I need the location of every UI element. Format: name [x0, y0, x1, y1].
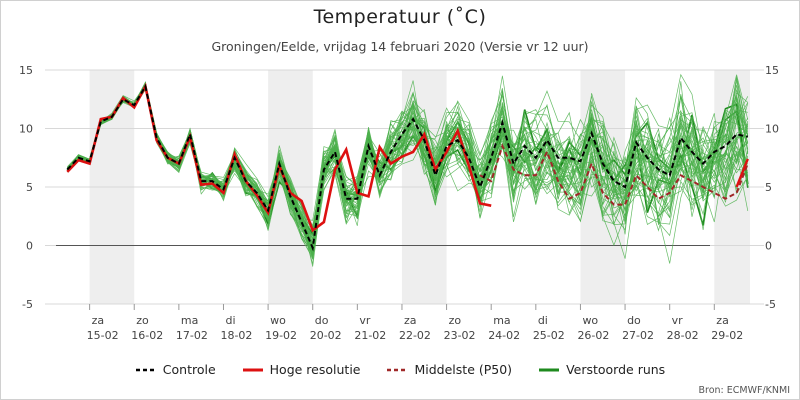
y-tick-label-right: 10 — [765, 123, 779, 136]
x-tick-date: 23-02 — [444, 329, 476, 342]
y-tick-label-left: 15 — [19, 64, 33, 77]
main-series — [66, 82, 749, 252]
x-tick-date: 29-02 — [711, 329, 743, 342]
x-tick-date: 26-02 — [577, 329, 609, 342]
chart-subtitle: Groningen/Eelde, vrijdag 14 februari 202… — [211, 39, 589, 54]
verstoorde-run-line — [67, 85, 749, 248]
x-tick-day: vr — [672, 314, 684, 327]
legend-item-verstoorde[interactable]: Verstoorde runs — [538, 362, 665, 377]
x-tick-day: vr — [359, 314, 371, 327]
y-tick-label-left: 0 — [26, 240, 33, 253]
x-tick-day: ma — [181, 314, 198, 327]
x-tick-day: di — [225, 314, 235, 327]
legend: Controle Hoge resolutie Middelste (P50) … — [0, 362, 800, 377]
x-tick-day: za — [92, 314, 105, 327]
y-tick-label-right: 15 — [765, 64, 779, 77]
hoge-resolutie-tail-line — [735, 158, 749, 188]
middelste-p50-line — [479, 143, 749, 206]
chart-title: Temperatuur (˚C) — [313, 6, 487, 28]
x-tick-date: 25-02 — [533, 329, 565, 342]
x-tick-day: zo — [449, 314, 462, 327]
x-tick-date: 21-02 — [354, 329, 386, 342]
x-tick-date: 18-02 — [220, 329, 252, 342]
y-tick-label-right: 0 — [765, 240, 772, 253]
source-credit: Bron: ECMWF/KNMI — [698, 385, 791, 396]
x-tick-date: 20-02 — [310, 329, 342, 342]
x-tick-date: 27-02 — [622, 329, 654, 342]
legend-label-verstoorde: Verstoorde runs — [566, 362, 666, 377]
axis-labels: -5 -5 0 0 5 5 10 10 15 15 za 15-02 zo 16-02 ma 17-02 di 1… — [19, 64, 779, 342]
x-tick-day: do — [627, 314, 641, 327]
legend-item-middelste[interactable]: Middelste (P50) — [386, 362, 512, 377]
legend-item-controle[interactable]: Controle — [135, 362, 216, 377]
x-tick-date: 19-02 — [265, 329, 297, 342]
x-tick-date: 15-02 — [87, 329, 119, 342]
verstoorde-run-line — [67, 82, 749, 257]
x-tick-day: do — [315, 314, 329, 327]
x-tick-date: 28-02 — [667, 329, 699, 342]
x-tick-date: 17-02 — [176, 329, 208, 342]
y-tick-label-left: 5 — [26, 181, 33, 194]
x-tick-day: za — [716, 314, 729, 327]
controle-line — [66, 83, 749, 252]
x-tick-date: 16-02 — [131, 329, 163, 342]
legend-item-hoge-resolutie[interactable]: Hoge resolutie — [242, 362, 361, 377]
y-tick-label-right: 5 — [765, 181, 772, 194]
x-tick-day: za — [404, 314, 417, 327]
y-tick-label-left: -5 — [22, 298, 33, 311]
y-tick-label-left: 10 — [19, 123, 33, 136]
x-tick-day: di — [538, 314, 548, 327]
x-tick-date: 24-02 — [488, 329, 520, 342]
legend-label-hoge-resolutie: Hoge resolutie — [269, 362, 361, 377]
y-tick-label-right: -5 — [765, 298, 776, 311]
legend-label-middelste: Middelste (P50) — [414, 362, 513, 377]
verstoorde-run-line — [67, 84, 749, 249]
x-tick-day: ma — [493, 314, 510, 327]
x-tick-day: zo — [136, 314, 149, 327]
x-tick-date: 22-02 — [399, 329, 431, 342]
x-tick-day: wo — [270, 314, 286, 327]
x-tick-day: wo — [582, 314, 598, 327]
legend-label-controle: Controle — [162, 362, 216, 377]
